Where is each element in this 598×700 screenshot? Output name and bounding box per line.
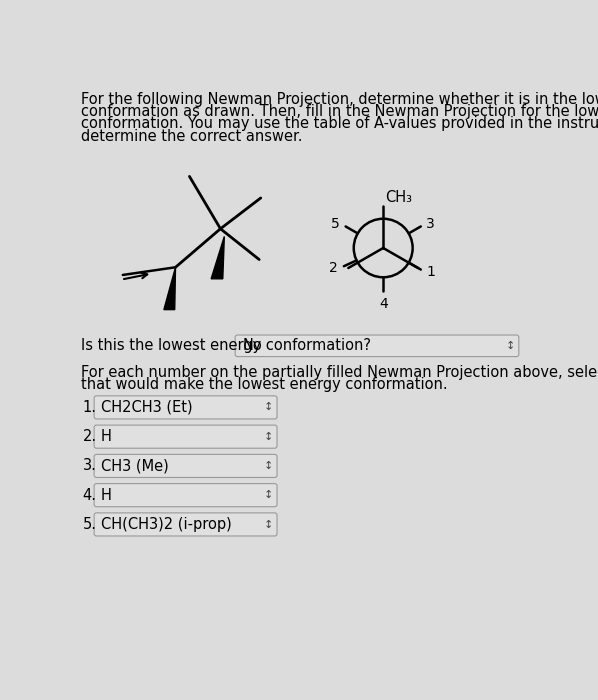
Text: 1: 1	[426, 265, 435, 279]
Text: 5: 5	[331, 217, 340, 231]
FancyBboxPatch shape	[94, 513, 277, 536]
Text: conformation. You may use the table of A-values provided in the instructions to: conformation. You may use the table of A…	[81, 116, 598, 132]
Text: ↕: ↕	[264, 490, 273, 500]
Text: 3: 3	[426, 217, 435, 231]
Text: 2.: 2.	[83, 429, 97, 444]
Text: ↕: ↕	[264, 432, 273, 442]
Polygon shape	[211, 237, 224, 279]
FancyBboxPatch shape	[94, 454, 277, 477]
Text: that would make the lowest energy conformation.: that would make the lowest energy confor…	[81, 377, 447, 393]
Text: ↕: ↕	[264, 519, 273, 529]
Text: Is this the lowest energy conformation?: Is this the lowest energy conformation?	[81, 338, 371, 353]
Text: conformation as drawn. Then, fill in the Newman Projection for the lowest energy: conformation as drawn. Then, fill in the…	[81, 104, 598, 119]
Text: H: H	[101, 488, 112, 503]
Text: 2: 2	[329, 261, 338, 275]
Text: No: No	[242, 338, 262, 354]
FancyBboxPatch shape	[94, 484, 277, 507]
FancyBboxPatch shape	[235, 335, 519, 356]
Text: 4: 4	[379, 298, 388, 312]
Text: 1.: 1.	[83, 400, 96, 415]
Text: For each number on the partially filled Newman Projection above, select the grou: For each number on the partially filled …	[81, 365, 598, 380]
Text: CH2CH3 (Et): CH2CH3 (Et)	[101, 400, 193, 415]
Text: 3.: 3.	[83, 458, 96, 473]
Text: determine the correct answer.: determine the correct answer.	[81, 129, 303, 144]
Text: CH(CH3)2 (i-prop): CH(CH3)2 (i-prop)	[101, 517, 232, 532]
FancyBboxPatch shape	[94, 425, 277, 448]
Text: For the following Newman Projection, determine whether it is in the lowest energ: For the following Newman Projection, det…	[81, 92, 598, 106]
Text: CH₃: CH₃	[386, 190, 413, 205]
FancyBboxPatch shape	[94, 396, 277, 419]
Text: 4.: 4.	[83, 488, 96, 503]
Text: 5.: 5.	[83, 517, 96, 532]
Text: ↕: ↕	[506, 341, 515, 351]
Polygon shape	[164, 267, 175, 309]
Text: CH3 (Me): CH3 (Me)	[101, 458, 169, 473]
Text: ↕: ↕	[264, 461, 273, 471]
Text: H: H	[101, 429, 112, 444]
Text: ↕: ↕	[264, 402, 273, 412]
